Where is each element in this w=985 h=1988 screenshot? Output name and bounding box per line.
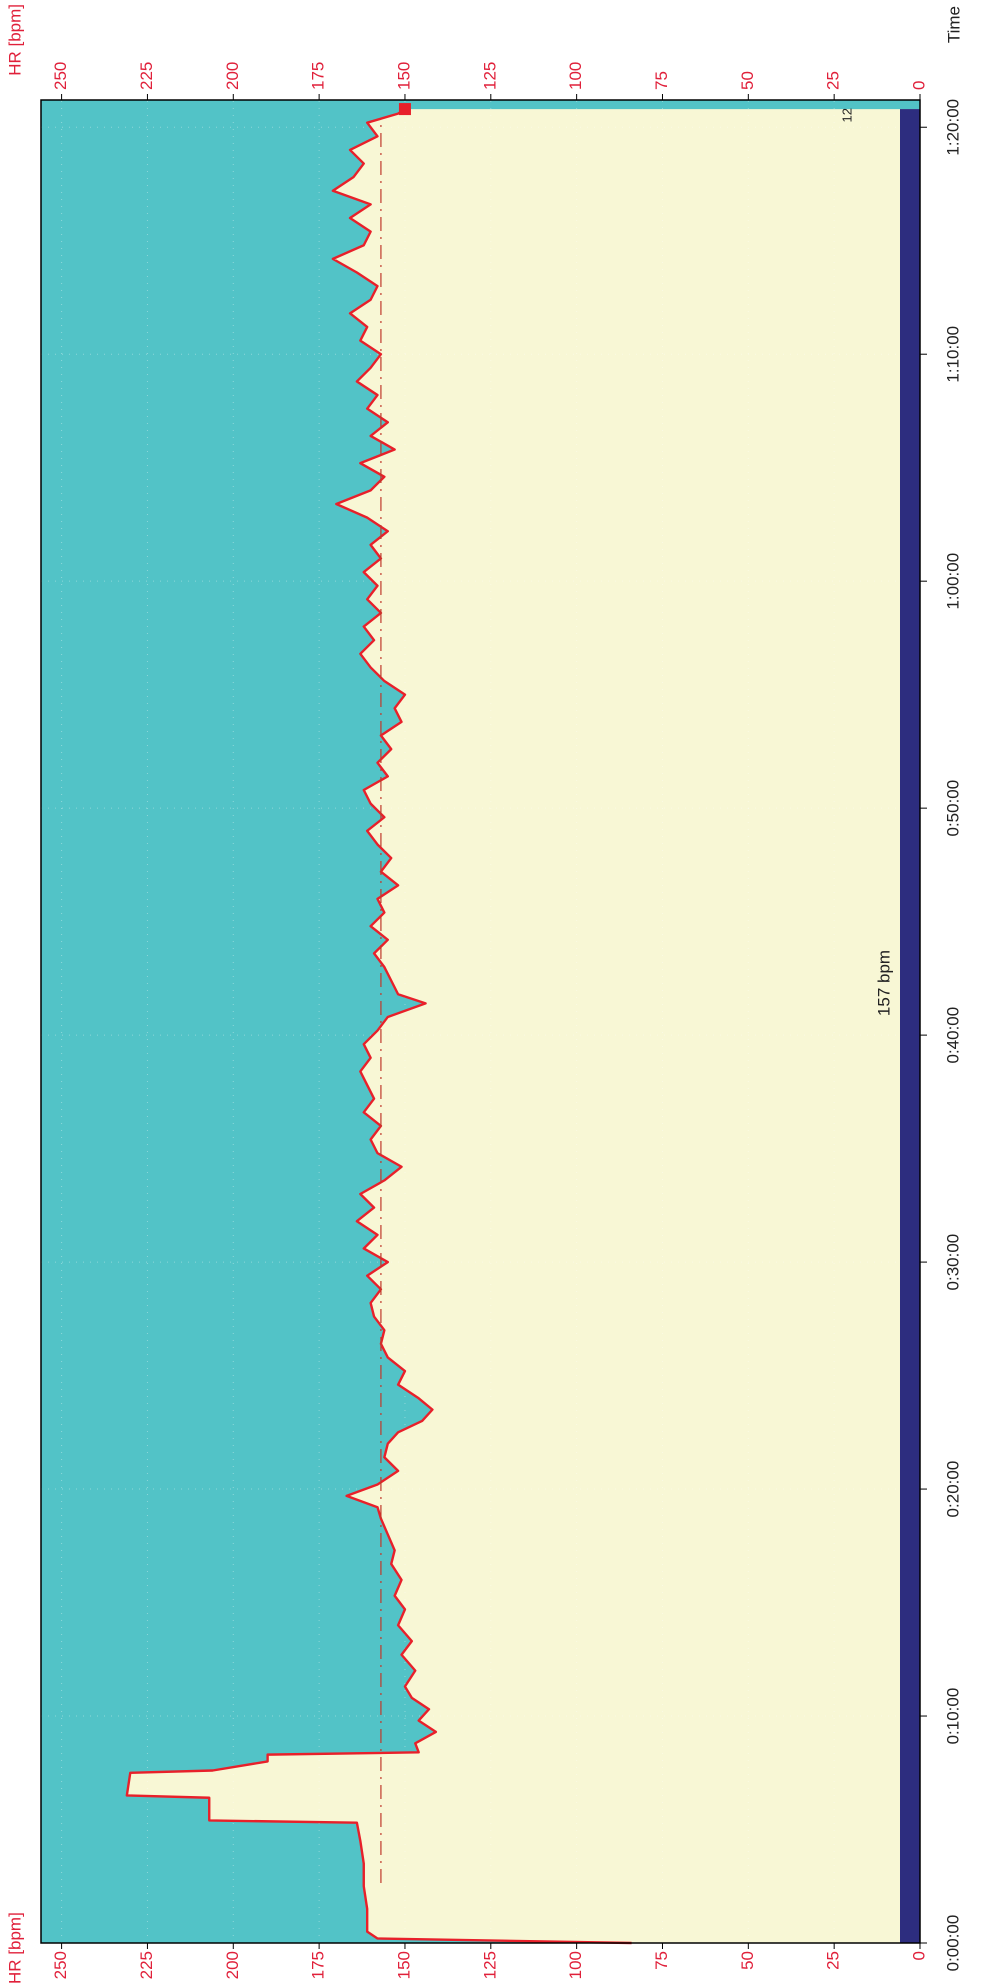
y2-tick-label: 75 [652,71,671,90]
y2-tick-label: 175 [309,62,328,90]
y2-tick-label: 225 [137,62,156,90]
y-tick-label: 125 [480,1951,499,1979]
hr-line [125,108,632,1945]
x-tick-label: 1:10:00 [943,326,962,383]
y-tick-label: 100 [566,1951,585,1979]
y2-tick-label: 0 [909,81,928,90]
x-tick-label: 1:00:00 [943,553,962,610]
x-tick-label: 1:20:00 [943,99,962,156]
x-axis-label: Time [944,6,963,43]
y-tick-label: 225 [137,1951,156,1979]
annotation: 12 [839,108,854,122]
y2-axis-label: HR [bpm] [5,4,24,76]
x-tick-label: 0:30:00 [943,1234,962,1291]
y-tick-label: 25 [824,1951,843,1970]
rotated-chart: 157 bpm 12 0 0 25 25 50 50 75 75 100 100 125 125 150 15… [5,4,963,1984]
x-tick-label: 0:00:00 [943,1915,962,1972]
y2-tick-label: 150 [394,62,413,90]
y-tick-label: 200 [223,1951,242,1979]
x-tick-label: 0:40:00 [943,1007,962,1064]
x-tick-label: 0:20:00 [943,1461,962,1518]
y2-tick-label: 250 [51,62,70,90]
plot-frame [40,99,921,1944]
x-tick-label: 0:10:00 [943,1688,962,1745]
y-tick-label: 75 [652,1951,671,1970]
mean-label: 157 bpm [874,950,893,1016]
area-below-line [126,109,920,1943]
y2-tick-label: 100 [566,62,585,90]
x-tick-label: 0:50:00 [943,780,962,837]
y2-tick-label: 25 [824,71,843,90]
y-tick-label: 0 [909,1951,928,1960]
y-tick-label: 50 [738,1951,757,1970]
y-axis-label: HR [bpm] [5,1912,24,1984]
y-tick-label: 175 [309,1951,328,1979]
y-tick-label: 150 [394,1951,413,1979]
y2-tick-label: 125 [480,62,499,90]
y2-tick-label: 200 [223,62,242,90]
lap-bar [900,109,920,1943]
y-tick-label: 250 [51,1951,70,1979]
y2-tick-label: 50 [738,71,757,90]
end-marker [398,103,411,116]
